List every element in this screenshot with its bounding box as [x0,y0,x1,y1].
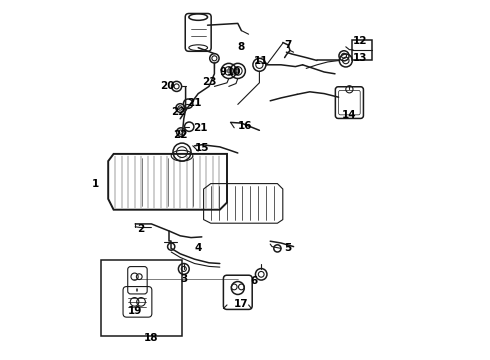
Text: 18: 18 [144,333,159,343]
Bar [352,40,372,60]
Text: 21: 21 [187,98,202,108]
Text: 8: 8 [238,42,245,52]
Text: 4: 4 [195,243,202,253]
Text: 19: 19 [128,306,143,316]
Circle shape [236,69,240,73]
Text: 11: 11 [254,56,269,66]
Circle shape [227,69,231,73]
Text: 21: 21 [193,123,207,133]
Text: 10: 10 [227,67,242,77]
Text: 2: 2 [137,224,144,234]
Text: 13: 13 [353,53,368,63]
Text: 23: 23 [202,77,216,87]
Text: 22: 22 [173,130,188,140]
Text: 1: 1 [92,179,99,189]
Text: 20: 20 [160,81,175,91]
Text: 12: 12 [353,36,368,46]
Text: 15: 15 [195,143,209,153]
Text: 16: 16 [238,121,252,131]
Text: 17: 17 [234,299,249,309]
Text: 6: 6 [250,276,258,286]
Text: 14: 14 [342,110,357,120]
Text: 9: 9 [220,67,227,77]
Text: 5: 5 [285,243,292,253]
Bar [101,260,182,336]
Text: 7: 7 [285,40,292,50]
Text: 3: 3 [180,274,188,284]
Text: 22: 22 [171,107,186,117]
